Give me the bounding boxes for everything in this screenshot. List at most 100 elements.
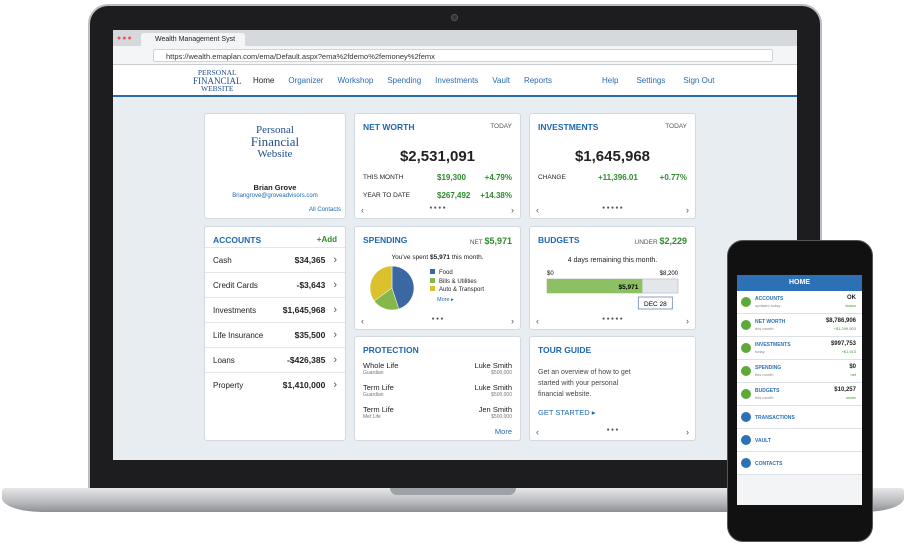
nav: Home Organizer Workshop Spending Investments… [253,76,552,85]
label: PERSONAL [197,68,237,77]
tab[interactable]: Wealth Management Syst [141,33,245,46]
acc[interactable]: Investments $1,645,968 [205,297,345,322]
pie-slice [391,265,415,310]
ct: SPENDING [363,235,408,245]
phone-link-label: TRANSACTIONS [755,415,795,421]
span: › [685,205,689,215]
phone-label: BUDGETS [755,388,780,394]
card: ACCOUNTS +Add Cash $34,365 Credit Cards -$… [204,226,346,441]
phone-link[interactable]: TRANSACTIONS [737,406,862,429]
big: $1,645,968 [574,148,651,165]
span: Whole Life Guardian [363,361,398,376]
acc[interactable]: Property $1,410,000 [205,372,345,397]
icon [741,458,751,468]
label[interactable]: Home [253,76,275,85]
row: CHANGE +11,396.01 +0.77% [538,173,687,182]
legend-swatch [430,269,435,274]
badge: NET $5,971 [470,236,512,246]
acc[interactable]: Credit Cards -$3,643 [205,272,345,297]
label: Website [257,148,293,160]
label: Life Insurance [213,330,264,340]
phone-row[interactable]: ACCOUNTS updated today OK status [737,291,862,314]
icon [741,343,751,353]
div: Food Bills & Utilities Auto & Transport [430,269,484,295]
phead: HOME [737,275,862,291]
icon [741,435,751,445]
card: TOUR GUIDE Get an overview of how to get… [529,336,696,441]
phone-value-sub: +$1,513 [841,349,856,354]
label: Guardian [363,370,384,376]
dots: ●●● [117,35,133,42]
label[interactable]: Reports [523,76,552,85]
label[interactable]: Spending [387,76,422,85]
phone-row[interactable]: INVESTMENTS today $997,753 +$1,513 [737,337,862,360]
label[interactable]: Briangrove@groveadvisors.com [232,193,318,199]
span: ‹ [361,205,364,215]
big: $2,531,091 [399,148,476,165]
label: FINANCIAL [193,76,242,86]
label: $1,645,968 [282,305,326,315]
icon [741,412,751,422]
label[interactable]: Investments [435,76,479,85]
g: +4.79% [484,173,512,182]
pscreen: HOME ACCOUNTS updated today OK status NET WO… [737,275,862,505]
card: Personal Financial Website Brian Grove Bri… [204,113,346,219]
budget-bar: $0 $8,200 $5,971 DEC 28 [546,271,679,310]
span: ● ● ● [431,316,444,322]
label[interactable]: +Add [316,235,337,244]
icon [741,297,751,307]
g: $267,492 [437,191,471,200]
label[interactable]: All Contacts [308,207,341,213]
span: Term Life Met Life [363,405,394,420]
label[interactable]: Sign Out [683,76,715,85]
phone-sub: this month [755,326,774,331]
label: CHANGE [538,174,566,181]
pager: ‹ ● ● ● › [361,316,514,326]
icon [741,366,751,376]
g: $19,300 [437,173,466,182]
span: ‹ [536,316,539,326]
prot: Whole Life Guardian Luke Smith $500,000 [363,361,512,383]
ct: TOUR GUIDE [538,345,592,355]
phone-value-sub: +$1,299,503 [833,326,856,331]
acc[interactable]: Cash $34,365 [205,247,345,272]
nav: Help Settings Sign Out [602,76,715,85]
label[interactable]: Workshop [337,76,374,85]
span: › [511,205,514,215]
prot: Term Life Met Life Jen Smith $500,000 [363,405,512,427]
more[interactable]: More [437,297,454,303]
pager: ‹ ● ● ● ● › [361,205,514,215]
label: -$3,643 [296,280,326,290]
row: THIS MONTH $19,300 +4.79% [363,173,512,182]
label[interactable]: More [494,427,512,436]
label: You've spent [391,254,429,261]
phone-link[interactable]: CONTACTS [737,452,862,475]
more[interactable]: GET STARTED [538,408,596,417]
label: Credit Cards [213,280,258,290]
phone-label: NET WORTH [755,319,786,325]
label: Financial [250,134,300,149]
phone-row[interactable]: NET WORTH this month $8,786,906 +$1,299,503 [737,314,862,337]
label: Investments [213,305,257,315]
label: $35,500 [294,330,326,340]
budget-spent [547,279,643,293]
label: Term Life [363,383,394,392]
phone-link-label: CONTACTS [755,461,783,467]
camera [451,14,458,21]
phone-row[interactable]: BUDGETS this month $10,257 under [737,383,862,406]
phone-value: OK [847,295,856,301]
acc[interactable]: Life Insurance $35,500 [205,322,345,347]
label: THIS MONTH [363,174,404,181]
acc[interactable]: Loans -$426,385 [205,347,345,372]
url[interactable]: https://wealth.emaplan.com/ema/Default.a… [153,49,773,62]
phone-row[interactable]: SPENDING this month $0 net [737,360,862,383]
label[interactable]: Organizer [288,76,324,85]
span: Luke Smith $500,000 [474,361,512,376]
label[interactable]: Settings [636,76,666,85]
label: Term Life [363,405,394,414]
label[interactable]: Help [602,76,619,85]
phone-link[interactable]: VAULT [737,429,862,452]
label: $500,000 [491,414,512,420]
label[interactable]: Vault [492,76,510,85]
span: Jen Smith $500,000 [479,405,512,420]
